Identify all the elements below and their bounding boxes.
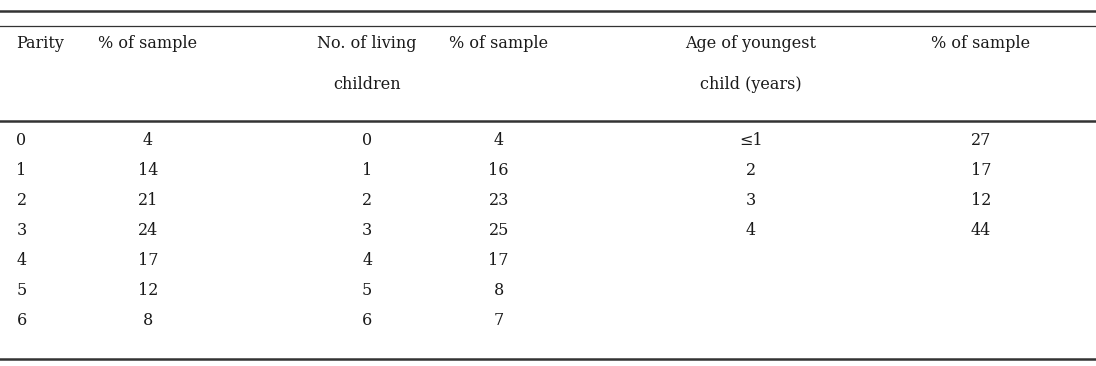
Text: 23: 23 <box>489 193 509 209</box>
Text: 6: 6 <box>362 313 373 329</box>
Text: 12: 12 <box>971 193 991 209</box>
Text: 12: 12 <box>138 283 158 299</box>
Text: 21: 21 <box>138 193 158 209</box>
Text: 44: 44 <box>971 223 991 239</box>
Text: 0: 0 <box>362 132 373 149</box>
Text: children: children <box>333 76 401 93</box>
Text: 17: 17 <box>489 253 509 269</box>
Text: 1: 1 <box>16 163 26 179</box>
Text: 5: 5 <box>16 283 26 299</box>
Text: 27: 27 <box>971 132 991 149</box>
Text: % of sample: % of sample <box>99 36 197 52</box>
Text: 8: 8 <box>493 283 504 299</box>
Text: 3: 3 <box>362 223 373 239</box>
Text: 4: 4 <box>745 223 756 239</box>
Text: child (years): child (years) <box>700 76 801 93</box>
Text: 4: 4 <box>362 253 373 269</box>
Text: 5: 5 <box>362 283 373 299</box>
Text: 17: 17 <box>138 253 158 269</box>
Text: 6: 6 <box>16 313 26 329</box>
Text: No. of living: No. of living <box>318 36 416 52</box>
Text: 3: 3 <box>16 223 26 239</box>
Text: 4: 4 <box>493 132 504 149</box>
Text: 2: 2 <box>745 163 756 179</box>
Text: 3: 3 <box>745 193 756 209</box>
Text: 25: 25 <box>489 223 509 239</box>
Text: 17: 17 <box>971 163 991 179</box>
Text: 8: 8 <box>142 313 153 329</box>
Text: 7: 7 <box>493 313 504 329</box>
Text: 4: 4 <box>142 132 153 149</box>
Text: 2: 2 <box>16 193 26 209</box>
Text: 2: 2 <box>362 193 373 209</box>
Text: Parity: Parity <box>16 36 65 52</box>
Text: 14: 14 <box>138 163 158 179</box>
Text: Age of youngest: Age of youngest <box>685 36 817 52</box>
Text: 1: 1 <box>362 163 373 179</box>
Text: ≤1: ≤1 <box>739 132 763 149</box>
Text: 16: 16 <box>489 163 509 179</box>
Text: 4: 4 <box>16 253 26 269</box>
Text: % of sample: % of sample <box>449 36 548 52</box>
Text: 0: 0 <box>16 132 26 149</box>
Text: % of sample: % of sample <box>932 36 1030 52</box>
Text: 24: 24 <box>138 223 158 239</box>
